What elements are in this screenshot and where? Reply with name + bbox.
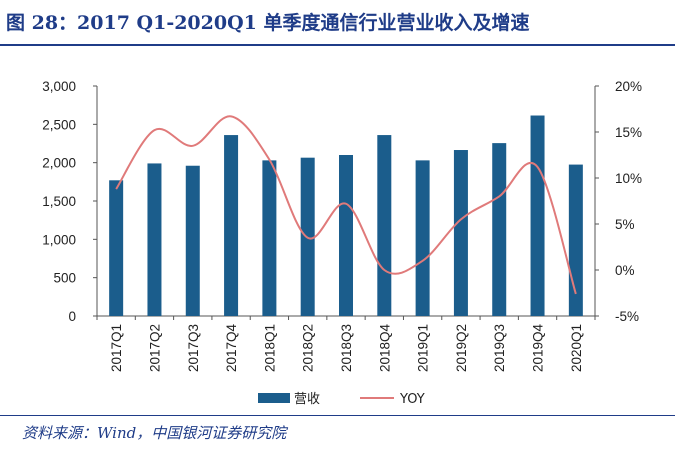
title-divider bbox=[0, 44, 675, 46]
x-tick-label: 2018Q3 bbox=[339, 324, 354, 372]
y-left-tick-label: 2,500 bbox=[42, 117, 76, 132]
legend-bar-swatch bbox=[258, 393, 290, 403]
x-tick-label: 2019Q4 bbox=[531, 324, 546, 373]
bar-2017Q3 bbox=[185, 165, 200, 316]
y-left-tick-label: 0 bbox=[68, 309, 76, 324]
x-tick-label: 2017Q2 bbox=[147, 324, 162, 372]
x-tick-label: 2019Q1 bbox=[416, 324, 431, 372]
y-left-tick-label: 1,000 bbox=[42, 232, 76, 247]
x-tick-label: 2017Q1 bbox=[109, 324, 124, 372]
source-note: 资料来源：Wind，中国银河证券研究院 bbox=[22, 424, 287, 442]
bar-2018Q4 bbox=[377, 135, 392, 316]
legend-bar-label: 营收 bbox=[294, 392, 320, 407]
line-series bbox=[115, 115, 577, 295]
figure-title: 图 28：2017 Q1-2020Q1 单季度通信行业营业收入及增速 bbox=[6, 12, 530, 34]
x-tick-label: 2017Q4 bbox=[224, 324, 239, 373]
y-left-tick-label: 500 bbox=[53, 271, 76, 286]
x-tick-label: 2017Q3 bbox=[186, 324, 201, 372]
x-tick-label: 2019Q2 bbox=[454, 324, 469, 372]
x-tick-label: 2020Q1 bbox=[569, 324, 584, 372]
bar-2019Q1 bbox=[415, 160, 430, 316]
y-right-tick-label: 10% bbox=[615, 171, 642, 186]
y-right-tick-label: 5% bbox=[615, 217, 635, 232]
bar-2018Q1 bbox=[262, 160, 277, 316]
chart-legend: 营收 YOY bbox=[258, 392, 425, 407]
y-left-tick-label: 2,000 bbox=[42, 156, 76, 171]
bar-2017Q4 bbox=[224, 135, 239, 316]
bar-2017Q2 bbox=[147, 163, 162, 316]
bar-2019Q2 bbox=[453, 150, 468, 316]
bar-2019Q3 bbox=[492, 143, 507, 316]
y-right-tick-label: 15% bbox=[615, 125, 642, 140]
bar-2019Q4 bbox=[530, 115, 545, 317]
bar-2017Q1 bbox=[109, 180, 124, 316]
x-tick-label: 2018Q2 bbox=[301, 324, 316, 372]
bar-series bbox=[109, 115, 583, 317]
x-tick-label: 2018Q4 bbox=[377, 324, 392, 373]
y-right-tick-label: 0% bbox=[615, 263, 635, 278]
y-left-tick-label: 1,500 bbox=[42, 194, 76, 209]
y-right-tick-label: -5% bbox=[615, 309, 639, 324]
tick-labels: 0 500 1,000 1,500 2,000 2,500 3,000 -5% 0% 5% 10% 1… bbox=[42, 79, 642, 372]
legend-line-label: YOY bbox=[399, 392, 425, 407]
y-right-tick-label: 20% bbox=[615, 79, 642, 94]
y-left-tick-label: 3,000 bbox=[42, 79, 76, 94]
x-tick-label: 2018Q1 bbox=[262, 324, 277, 372]
x-tick-label: 2019Q3 bbox=[492, 324, 507, 372]
bar-2018Q3 bbox=[339, 155, 353, 316]
source-divider bbox=[0, 415, 675, 416]
